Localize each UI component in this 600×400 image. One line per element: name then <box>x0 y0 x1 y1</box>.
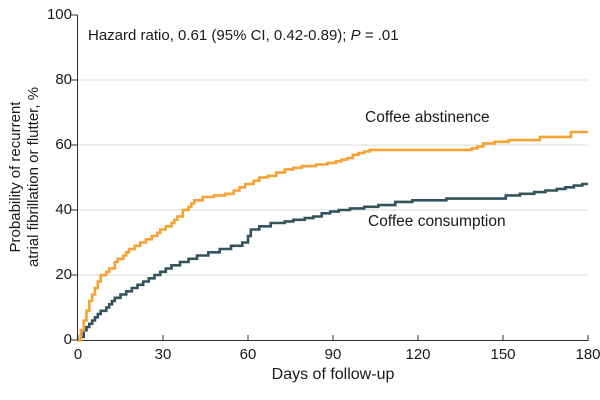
x-tick-label-30: 30 <box>154 346 172 363</box>
annotation-p-value: = .01 <box>360 27 399 44</box>
annotation-p-symbol: P <box>350 27 361 44</box>
x-tick-label-150: 150 <box>490 346 516 363</box>
x-tick-label-180: 180 <box>575 346 600 363</box>
x-tick-label-0: 0 <box>73 346 83 363</box>
y-tick-label-0: 0 <box>63 331 72 348</box>
x-tick-label-90: 90 <box>324 346 342 363</box>
y-tick-label-80: 80 <box>55 71 72 88</box>
y-axis-label-line1: Probability of recurrent <box>7 101 24 253</box>
series-label-coffee-abstinence: Coffee abstinence <box>365 109 490 126</box>
x-tick-label-120: 120 <box>405 346 431 363</box>
curve-coffee-abstinence <box>78 130 588 342</box>
x-axis-label: Days of follow-up <box>271 366 395 383</box>
y-tick-label-20: 20 <box>55 266 72 283</box>
y-tick-label-40: 40 <box>55 201 72 218</box>
annotation-text: Hazard ratio, 0.61 (95% CI, 0.42-0.89); <box>88 27 351 44</box>
y-tick-label-100: 100 <box>46 6 72 23</box>
curve-coffee-consumption <box>78 182 588 342</box>
x-tick-label-60: 60 <box>239 346 257 363</box>
y-axis-label-line2: atrial fibrillation or flutter, % <box>25 86 42 268</box>
hazard-ratio-annotation: Hazard ratio, 0.61 (95% CI, 0.42-0.89); … <box>88 27 399 44</box>
y-tick-label-60: 60 <box>55 136 72 153</box>
y-axis-label: Probability of recurrent atrial fibrilla… <box>7 7 43 347</box>
series-label-coffee-consumption: Coffee consumption <box>368 213 506 230</box>
